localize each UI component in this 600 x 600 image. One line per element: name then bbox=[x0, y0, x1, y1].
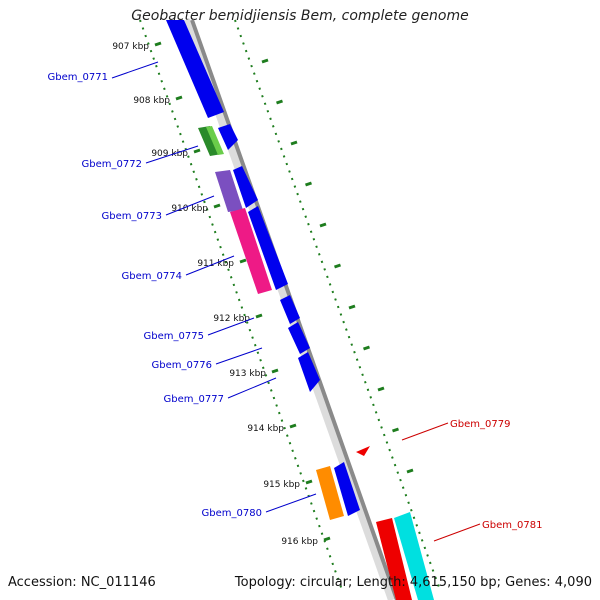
kbp-tick-mark bbox=[154, 41, 162, 47]
gene-label[interactable]: Gbem_0775 bbox=[144, 331, 204, 342]
kbp-tick-mark bbox=[175, 95, 183, 101]
right-track-tick bbox=[261, 58, 269, 64]
topology-summary: Topology: circular; Length: 4,615,150 bp… bbox=[234, 575, 592, 590]
gene-leader-line bbox=[207, 317, 255, 336]
kbp-tick-label: 908 kbp bbox=[133, 96, 170, 106]
gene-block-0775[interactable] bbox=[280, 295, 300, 324]
left-dotted-track bbox=[139, 19, 343, 591]
kbp-tick-mark bbox=[271, 368, 279, 374]
right-track-tick bbox=[348, 304, 356, 310]
gene-leader-line bbox=[185, 255, 235, 276]
gene-block-0772-lightgreen[interactable] bbox=[206, 126, 224, 155]
gene-block-0774-magenta[interactable] bbox=[230, 208, 272, 294]
gene-block-0772-blue[interactable] bbox=[218, 124, 238, 150]
right-track-tick bbox=[363, 345, 370, 351]
gene-label[interactable]: Gbem_0772 bbox=[82, 159, 142, 170]
right-track-tick bbox=[319, 222, 327, 228]
right-track-tick bbox=[290, 140, 298, 146]
gene-label[interactable]: Gbem_0774 bbox=[122, 271, 182, 282]
kbp-tick-label: 909 kbp bbox=[151, 149, 188, 159]
kbp-tick-label: 911 kbp bbox=[197, 259, 234, 269]
gene-labels: Gbem_0771 Gbem_0772 Gbem_0773 Gbem_0774 Gbem… bbox=[48, 61, 542, 542]
gene-label[interactable]: Gbem_0780 bbox=[202, 508, 262, 519]
kbp-tick-mark bbox=[239, 258, 247, 264]
genome-title: Geobacter bemidjiensis Bem, complete gen… bbox=[131, 8, 469, 24]
gene-label[interactable]: Gbem_0776 bbox=[152, 360, 212, 371]
kbp-tick-mark bbox=[323, 536, 331, 542]
gene-block-0779-marker[interactable] bbox=[356, 446, 370, 456]
gene-block-0776[interactable] bbox=[288, 322, 310, 354]
gene-block-0781-red[interactable] bbox=[376, 518, 412, 600]
gene-block-0773-blue[interactable] bbox=[233, 166, 258, 208]
gene-block-0780-blue[interactable] bbox=[334, 462, 360, 516]
gene-leader-line bbox=[227, 377, 277, 399]
gene-leader-line bbox=[401, 422, 449, 441]
gene-block-0781-cyan[interactable] bbox=[394, 512, 434, 600]
right-track-tick bbox=[392, 427, 399, 433]
gene-block-0774-blue[interactable] bbox=[248, 206, 288, 290]
gene-leader-line bbox=[165, 195, 215, 216]
right-track-tick bbox=[276, 99, 283, 105]
kbp-tick-mark bbox=[255, 313, 263, 319]
kbp-tick-label: 916 kbp bbox=[281, 537, 318, 547]
gene-label[interactable]: Gbem_0777 bbox=[164, 394, 224, 405]
kbp-tick-label: 912 kbp bbox=[213, 314, 250, 324]
kbp-tick-mark bbox=[305, 479, 313, 485]
right-track-tick bbox=[305, 181, 312, 187]
accession-text: Accession: NC_011146 bbox=[8, 575, 156, 590]
right-dotted-track bbox=[234, 19, 441, 591]
gene-label[interactable]: Gbem_0779 bbox=[450, 419, 510, 430]
kbp-ticks: 907 kbp 908 kbp 909 kbp 910 kbp 911 kbp 912 k… bbox=[112, 41, 414, 547]
gene-block-0777[interactable] bbox=[298, 352, 320, 392]
gene-block-0780-orange[interactable] bbox=[316, 466, 344, 520]
kbp-tick-label: 915 kbp bbox=[263, 480, 300, 490]
kbp-tick-mark bbox=[289, 423, 297, 429]
gene-leader-line bbox=[145, 145, 199, 164]
right-track-tick bbox=[334, 263, 341, 269]
gene-block-0771[interactable] bbox=[166, 20, 224, 118]
kbp-tick-label: 907 kbp bbox=[112, 42, 149, 52]
kbp-tick-label: 910 kbp bbox=[171, 204, 208, 214]
gene-leader-line bbox=[215, 347, 263, 365]
kbp-tick-mark bbox=[193, 148, 201, 154]
gene-leader-line bbox=[433, 523, 481, 542]
gene-label[interactable]: Gbem_0781 bbox=[482, 520, 542, 531]
gene-label[interactable]: Gbem_0773 bbox=[102, 211, 162, 222]
gene-leader-line bbox=[111, 61, 159, 79]
gene-block-0773-purple[interactable] bbox=[215, 170, 243, 212]
kbp-tick-mark bbox=[213, 203, 221, 209]
gene-label[interactable]: Gbem_0771 bbox=[48, 72, 108, 83]
kbp-tick-label: 913 kbp bbox=[229, 369, 266, 379]
kbp-tick-label: 914 kbp bbox=[247, 424, 284, 434]
gene-leader-line bbox=[265, 493, 317, 513]
right-track-tick bbox=[406, 468, 414, 474]
right-track-tick bbox=[377, 386, 385, 392]
